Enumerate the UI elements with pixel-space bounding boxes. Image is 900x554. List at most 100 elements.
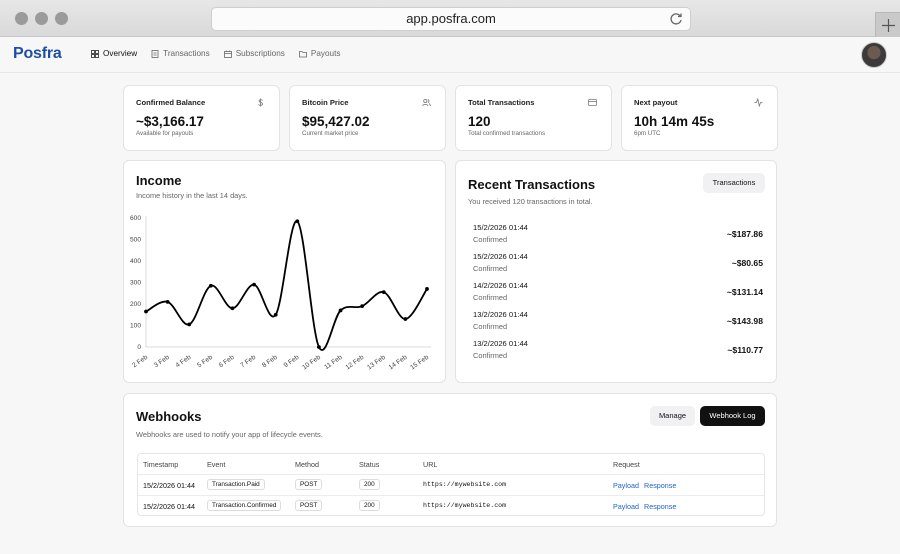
webhooks-subtitle: Webhooks are used to notify your app of … (136, 430, 323, 439)
webhooks-title: Webhooks (136, 409, 202, 424)
income-card: Income Income history in the last 14 day… (123, 160, 446, 383)
nav-payouts-label: Payouts (310, 49, 341, 58)
y-tick-label: 0 (137, 344, 141, 351)
nav-subscriptions-label: Subscriptions (235, 49, 285, 58)
table-row: 15/2/2026 01:44 Transaction.Paid POST 20… (138, 474, 764, 495)
transaction-date: 15/2/2026 01:44 (473, 252, 528, 261)
transaction-row[interactable]: 14/2/2026 01:44 Confirmed ~$131.14 (473, 281, 763, 309)
transaction-amount: ~$131.14 (726, 287, 763, 297)
activity-icon (754, 98, 763, 107)
url-cell: https://mywebsite.com (423, 502, 507, 509)
url-cell: https://mywebsite.com (423, 481, 507, 488)
transaction-date: 14/2/2026 01:44 (473, 281, 528, 290)
income-point (252, 282, 256, 287)
income-chart: 0 100 200 300 400 500 600 2 Feb 3 Feb 4 Feb 5 Feb 6… (130, 215, 431, 372)
address-bar[interactable]: app.posfra.com (211, 7, 691, 31)
column-header: Timestamp (143, 460, 179, 469)
reload-icon[interactable] (668, 11, 684, 27)
response-link[interactable]: Response (644, 502, 677, 511)
recent-transactions-card: Recent Transactions You received 120 tra… (455, 160, 777, 383)
event-badge: Transaction.Confirmed (207, 500, 282, 511)
transaction-amount: ~$143.98 (726, 316, 763, 326)
stat-card-next-payout: Next payout 10h 14m 45s 6pm UTC (621, 85, 778, 151)
close-window-button[interactable] (15, 12, 28, 25)
recent-transactions-title: Recent Transactions (468, 177, 596, 192)
transaction-row[interactable]: 15/2/2026 01:44 Confirmed ~$80.65 (473, 252, 763, 280)
x-tick-label: 9 Feb (283, 354, 301, 370)
stat-title: Total Transactions (468, 98, 535, 107)
nav-payouts[interactable]: Payouts (298, 49, 341, 58)
transaction-row[interactable]: 13/2/2026 01:44 Confirmed ~$143.98 (473, 310, 763, 338)
url-text: app.posfra.com (406, 11, 496, 26)
payload-link[interactable]: Payload (613, 481, 639, 490)
x-tick-label: 3 Feb (153, 354, 171, 370)
income-point (144, 309, 148, 314)
transaction-amount: ~$110.77 (727, 345, 763, 355)
transaction-date: 15/2/2026 01:44 (473, 223, 528, 232)
income-point (208, 283, 213, 288)
column-header: URL (423, 460, 438, 469)
income-point (165, 299, 170, 304)
status-badge: 200 (359, 479, 380, 490)
manage-button[interactable]: Manage (650, 406, 695, 426)
stat-title: Confirmed Balance (136, 98, 206, 107)
income-point (187, 322, 192, 327)
main-nav: Overview Transactions Subscriptions Payo… (91, 49, 340, 58)
y-tick-label: 400 (130, 258, 141, 265)
stat-card-balance: Confirmed Balance ~$3,166.17 Available f… (123, 85, 280, 151)
payload-link[interactable]: Payload (613, 502, 639, 511)
stat-card-bitcoin-price: Bitcoin Price $95,427.02 Current market … (289, 85, 446, 151)
stat-card-total-transactions: Total Transactions 120 Total confirmed t… (455, 85, 612, 151)
transaction-status: Confirmed (473, 351, 508, 360)
y-tick-label: 200 (130, 301, 141, 308)
x-tick-label: 12 Feb (344, 354, 365, 372)
dollar-icon (258, 98, 263, 107)
new-tab-button[interactable] (875, 12, 900, 37)
nav-subscriptions[interactable]: Subscriptions (223, 49, 285, 58)
income-line (145, 220, 428, 351)
nav-overview[interactable]: Overview (91, 49, 137, 58)
stat-title: Bitcoin Price (302, 98, 349, 107)
income-point (360, 304, 365, 309)
response-link[interactable]: Response (644, 481, 677, 490)
table-row: 15/2/2026 01:44 Transaction.Confirmed PO… (138, 495, 764, 516)
x-tick-label: 14 Feb (388, 354, 409, 372)
income-point (381, 290, 386, 295)
y-tick-label: 100 (130, 323, 141, 330)
y-tick-label: 300 (130, 280, 141, 287)
transaction-amount: ~$187.86 (726, 229, 763, 239)
income-point (317, 345, 321, 349)
transaction-status: Confirmed (473, 235, 508, 244)
income-point (230, 306, 235, 311)
nav-transactions[interactable]: Transactions (151, 49, 210, 58)
webhook-log-button[interactable]: Webhook Log (700, 406, 765, 426)
column-header: Method (295, 460, 319, 469)
app-navbar: Posfra Overview Transactions Subscriptio… (0, 37, 900, 73)
nav-overview-label: Overview (103, 49, 138, 58)
transaction-row[interactable]: 13/2/2026 01:44 Confirmed ~$110.77 (473, 339, 763, 367)
transaction-date: 13/2/2026 01:44 (473, 339, 528, 348)
x-tick-label: 10 Feb (301, 354, 322, 372)
transactions-button[interactable]: Transactions (703, 173, 765, 193)
calendar-icon (223, 50, 232, 58)
folder-icon (298, 50, 307, 57)
transaction-row[interactable]: 15/2/2026 01:44 Confirmed ~$187.86 (473, 223, 763, 251)
minimize-window-button[interactable] (35, 12, 48, 25)
webhooks-table: Timestamp Event Method Status URL Reques… (137, 453, 765, 516)
user-avatar[interactable] (861, 42, 887, 68)
plus-icon (882, 19, 895, 32)
income-point (425, 287, 429, 291)
income-title: Income (136, 173, 182, 188)
logo[interactable]: Posfra (13, 45, 62, 62)
stat-title: Next payout (634, 98, 678, 107)
zoom-window-button[interactable] (55, 12, 68, 25)
x-tick-label: 11 Feb (323, 354, 344, 371)
transaction-amount: ~$80.65 (731, 258, 763, 268)
income-point (403, 317, 408, 321)
transaction-status: Confirmed (473, 264, 508, 273)
transaction-status: Confirmed (473, 322, 508, 331)
users-icon (422, 98, 431, 107)
status-badge: 200 (359, 500, 380, 511)
x-tick-label: 7 Feb (239, 354, 257, 370)
